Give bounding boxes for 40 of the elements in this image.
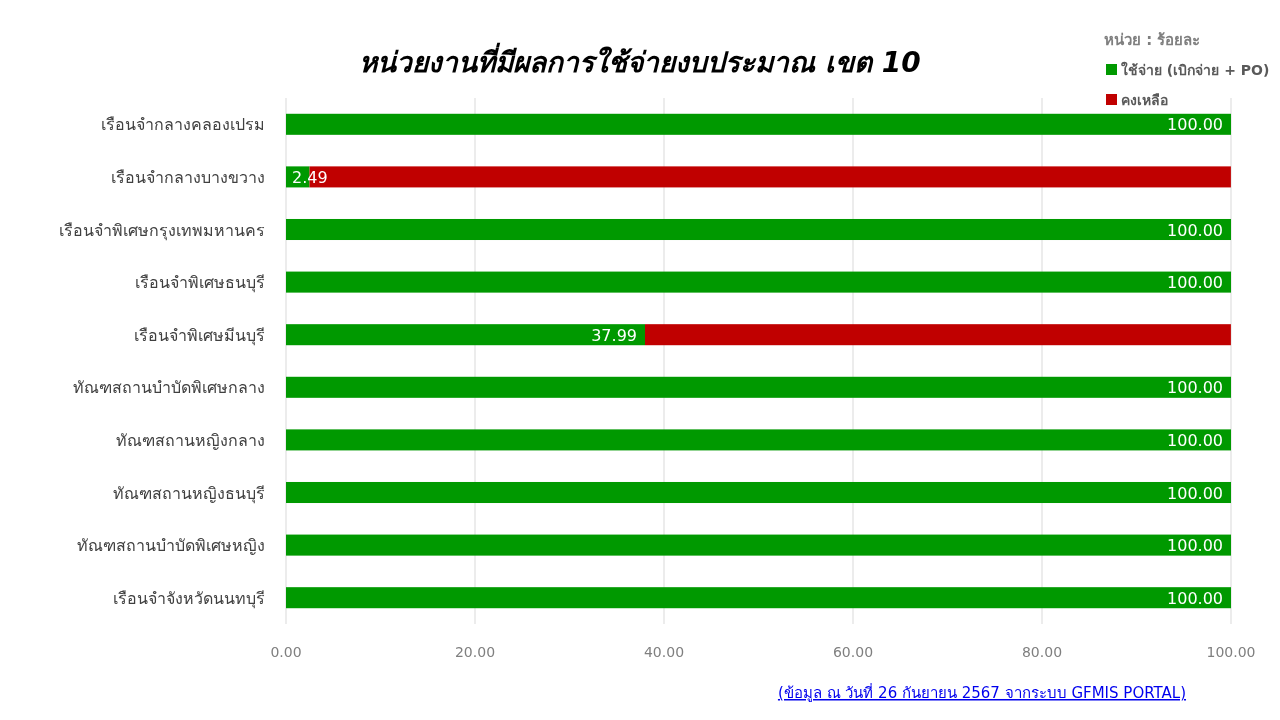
bar <box>286 324 646 346</box>
y-tick-label: เรือนจำพิเศษกรุงเทพมหานคร <box>59 220 265 241</box>
x-tick-label: 100.00 <box>1206 644 1256 660</box>
x-tick-label: 20.00 <box>454 644 496 660</box>
bar <box>286 113 1231 135</box>
bar <box>286 587 1231 609</box>
y-tick-label: ทัณฑสถานบำบัดพิเศษหญิง <box>77 536 265 556</box>
bar <box>286 271 1231 293</box>
bar <box>286 534 1231 556</box>
data-label: 100.00 <box>1167 220 1223 240</box>
data-label: 100.00 <box>1167 430 1223 450</box>
y-tick-label: เรือนจำพิเศษธนบุรี <box>135 273 265 294</box>
bar <box>286 218 1231 241</box>
x-tick-label: 0.00 <box>270 644 302 660</box>
data-label: 100.00 <box>1167 378 1223 398</box>
bar <box>286 429 1231 451</box>
legend-label: คงเหลือ <box>1121 92 1168 108</box>
bar <box>286 481 1231 504</box>
y-tick-label: ทัณฑสถานหญิงกลาง <box>116 430 265 450</box>
bar <box>645 324 1231 346</box>
y-tick-label: เรือนจำกลางบางขวาง <box>111 167 265 187</box>
bar <box>286 376 1231 398</box>
data-label: 100.00 <box>1167 483 1223 503</box>
data-label: 100.00 <box>1167 273 1223 293</box>
y-tick-label: ทัณฑสถานบำบัดพิเศษกลาง <box>73 378 265 398</box>
x-tick-label: 80.00 <box>1021 644 1063 660</box>
y-tick-label: เรือนจำพิเศษมีนบุรี <box>134 325 265 346</box>
y-tick-label: เรือนจำจังหวัดนนทบุรี <box>113 588 265 609</box>
data-label: 100.00 <box>1167 115 1223 135</box>
text: (ข้อมูล ณ วันที่ 26 กันยายน 2567 จากระบบ GFMIS PORTAL) <box>777 682 1186 702</box>
legend-label: ใช้จ่าย (เบิกจ่าย + PO) <box>1121 61 1270 78</box>
y-tick-label: ทัณฑสถานหญิงธนบุรี <box>113 483 265 504</box>
legend-title: หน่วย : ร้อยละ <box>1104 31 1201 49</box>
x-tick-label: 60.00 <box>832 644 874 660</box>
data-label: 100.00 <box>1167 536 1223 556</box>
x-tick-label: 40.00 <box>643 644 685 660</box>
y-tick-label: เรือนจำกลางคลองเปรม <box>101 115 265 135</box>
data-label: 37.99 <box>591 325 638 345</box>
data-label: 100.00 <box>1167 588 1223 608</box>
chart-title: หน่วยงานที่มีผลการใช้จ่ายงบประมาณ เขต 10 <box>359 42 921 79</box>
